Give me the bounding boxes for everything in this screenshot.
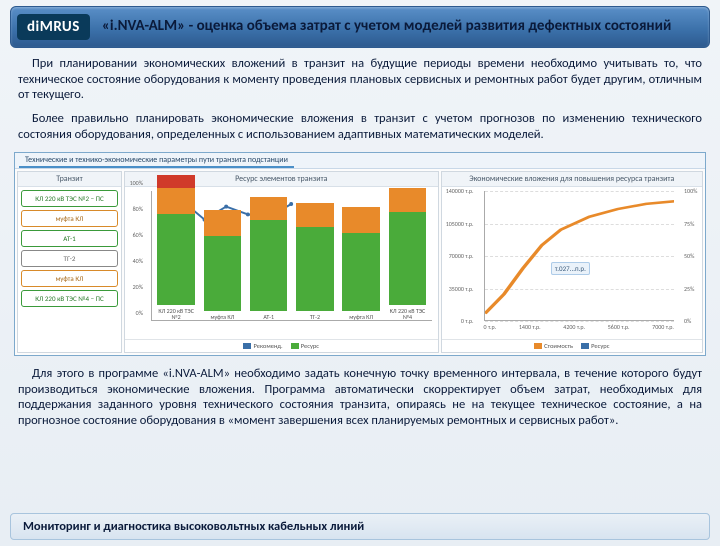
transit-item[interactable]: ТГ-2 — [21, 250, 118, 267]
paragraph-1: При планировании экономических вложений … — [0, 52, 720, 107]
bar-group: муфта КЛ — [200, 191, 244, 320]
panel-line-title: Экономические вложения для повышения рес… — [442, 172, 702, 187]
line-chart: 140000 т.р.105000 т.р.70000 т.р.35000 т.… — [442, 187, 702, 339]
transit-item[interactable]: муфта КЛ — [21, 210, 118, 227]
header: diMRUS «i.NVA-ALM» - оценка объема затра… — [10, 6, 710, 48]
transit-item[interactable]: КЛ 220 кВ ТЭС №2 – ПС — [21, 190, 118, 207]
chart-panels: Транзит КЛ 220 кВ ТЭС №2 – ПСмуфта КЛАТ-… — [15, 169, 705, 355]
panel-bars: Ресурс элементов транзита 0%20%40%60%80%… — [124, 171, 439, 353]
paragraph-3: Для этого в программе «i.NVA-ALM» необхо… — [0, 362, 720, 433]
transit-list: КЛ 220 кВ ТЭС №2 – ПС муфта КЛ АТ-1 ТГ-2 муф… — [18, 187, 121, 310]
page-title: «i.NVA-ALM» - оценка объема затрат с уче… — [102, 18, 672, 35]
panel-transit-title: Транзит — [18, 172, 121, 187]
logo: diMRUS — [17, 14, 90, 40]
transit-item[interactable]: КЛ 220 кВ ТЭС №4 – ПС — [21, 290, 118, 307]
footer: Мониторинг и диагностика высоковольтных … — [10, 513, 710, 540]
bar-chart: 0%20%40%60%80%100% КЛ 220 кВ ТЭС №2муфта… — [125, 187, 438, 339]
chart-area: Технические и технико-экономические пара… — [14, 152, 706, 356]
line-legend: СтоимостьРесурс — [442, 339, 702, 352]
bar-group: АТ-1 — [247, 191, 291, 320]
panel-line: Экономические вложения для повышения рес… — [441, 171, 703, 353]
panel-transit: Транзит КЛ 220 кВ ТЭС №2 – ПС муфта КЛ АТ-… — [17, 171, 122, 353]
bar-group: КЛ 220 кВ ТЭС №4 — [385, 191, 429, 320]
tab-params[interactable]: Технические и технико-экономические пара… — [19, 153, 294, 168]
bar-group: КЛ 220 кВ ТЭС №2 — [154, 191, 198, 320]
bar-group: муфта КЛ — [339, 191, 383, 320]
transit-item[interactable]: муфта КЛ — [21, 270, 118, 287]
paragraph-2: Более правильно планировать экономически… — [0, 107, 720, 146]
bar-legend: Рекоменд.Ресурс — [125, 339, 438, 352]
bar-group: ТГ-2 — [293, 191, 337, 320]
chart-tabs: Технические и технико-экономические пара… — [15, 153, 705, 169]
transit-item[interactable]: АТ-1 — [21, 230, 118, 247]
